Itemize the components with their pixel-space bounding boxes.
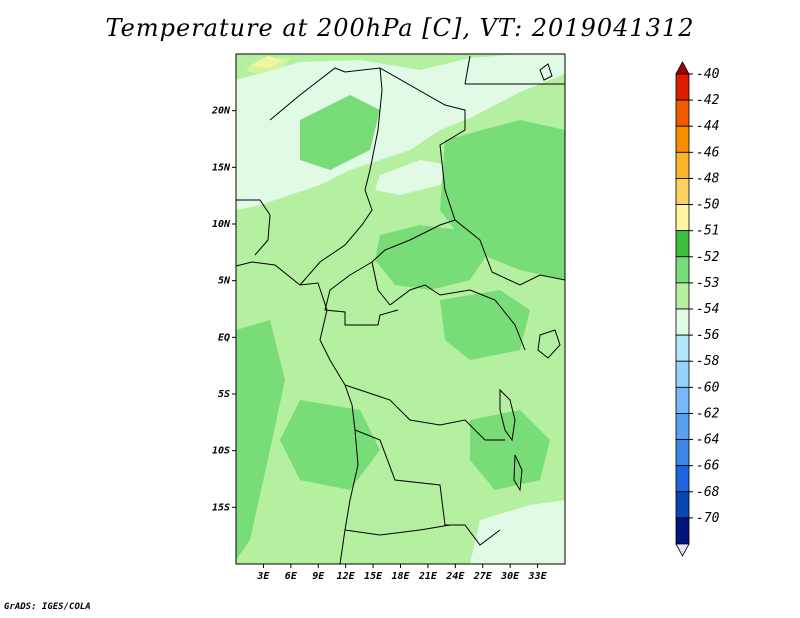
colorbar-swatch (675, 491, 690, 519)
lon-tick-label: 21E (418, 571, 438, 582)
longitude-axis: 3E 6E 9E 12E 15E 18E 21E 24E 27E 30E 33E (256, 564, 548, 582)
colorbar-swatch (675, 308, 690, 336)
colorbar-label: -51 (696, 224, 719, 239)
lat-tick-label: 15N (212, 162, 231, 173)
warm-patch-zambia (470, 410, 550, 490)
colorbar-swatch (675, 99, 690, 127)
colorbar-label: -52 (696, 250, 720, 265)
lon-tick-label: 12E (337, 571, 356, 582)
colorbar-swatch (675, 282, 690, 310)
cold-patch-southeast (470, 500, 565, 564)
colorbar-swatch (675, 360, 690, 388)
colorbar: -40 -42 -44 -46 -48 -50 -51 -52 -53 -54 -56 -58 -60 -… (675, 61, 720, 557)
lon-tick-label: 24E (445, 571, 465, 582)
colorbar-label: -58 (696, 354, 720, 369)
colorbar-label: -56 (696, 328, 720, 343)
cold-spot-north-edge (245, 58, 290, 74)
colorbar-label: -68 (696, 485, 720, 500)
colorbar-bottom-arrow (675, 543, 690, 557)
lon-tick-label: 9E (312, 571, 325, 582)
lat-tick-label: 10S (212, 446, 230, 457)
colorbar-label: -40 (696, 67, 720, 82)
colorbar-swatch (675, 465, 690, 493)
lat-tick-label: 15S (212, 502, 230, 513)
warm-patch-angola (280, 400, 380, 490)
lon-tick-label: 6E (285, 571, 298, 582)
lat-tick-label: 20N (211, 106, 231, 117)
page-title: Temperature at 200hPa [C], VT: 201904131… (105, 14, 695, 42)
lon-tick-label: 18E (391, 571, 410, 582)
lon-tick-label: 27E (473, 571, 493, 582)
colorbar-swatch (675, 256, 690, 284)
colorbar-swatch (675, 204, 690, 232)
warm-patch-west-coast (236, 320, 285, 560)
map-plot-area (236, 54, 565, 564)
colorbar-swatch (675, 517, 690, 545)
credit-text: GrADS: IGES/COLA (4, 602, 91, 612)
colorbar-swatch (675, 439, 690, 467)
lat-tick-label: EQ (218, 332, 230, 343)
colorbar-swatch (675, 151, 690, 179)
lakes (499, 63, 561, 492)
colorbar-swatch (675, 334, 690, 362)
colorbar-label: -48 (696, 171, 720, 186)
colorbar-swatch (675, 413, 690, 440)
cold-patch-sahara (375, 160, 450, 195)
lon-tick-label: 15E (364, 571, 383, 582)
colorbar-label: -44 (696, 119, 719, 134)
colorbar-label: -60 (696, 380, 720, 395)
lon-tick-label: 30E (500, 571, 520, 582)
lon-tick-label: 3E (256, 571, 270, 582)
colorbar-label: -64 (696, 433, 719, 448)
colorbar-label: -53 (696, 276, 719, 291)
colorbar-label: -42 (696, 93, 720, 108)
colorbar-swatch (675, 73, 690, 101)
colorbar-label: -66 (696, 459, 720, 474)
colorbar-label: -46 (696, 145, 720, 160)
lon-tick-label: 33E (528, 571, 548, 582)
cold-band-north (236, 54, 565, 210)
warm-patch-chad (300, 95, 380, 170)
colorbar-label: -54 (696, 302, 719, 317)
colorbar-top-arrow (675, 61, 690, 75)
lat-tick-label: 5S (218, 389, 230, 400)
colorbar-swatch (675, 178, 690, 205)
colorbar-label: -62 (696, 406, 720, 421)
warm-patch-drc-east (440, 290, 530, 360)
colorbar-swatch (675, 386, 690, 414)
warm-patch-car (375, 225, 490, 290)
colorbar-swatch (675, 125, 690, 153)
lat-tick-label: 10N (212, 219, 231, 230)
colorbar-label: -70 (696, 511, 720, 526)
colorbar-swatch (675, 230, 690, 258)
latitude-axis: 20N 15N 10N 5N EQ 5S 10S 15S (211, 106, 236, 513)
colorbar-label: -50 (696, 198, 720, 213)
lat-tick-label: 5N (218, 276, 231, 287)
country-borders (236, 55, 565, 564)
